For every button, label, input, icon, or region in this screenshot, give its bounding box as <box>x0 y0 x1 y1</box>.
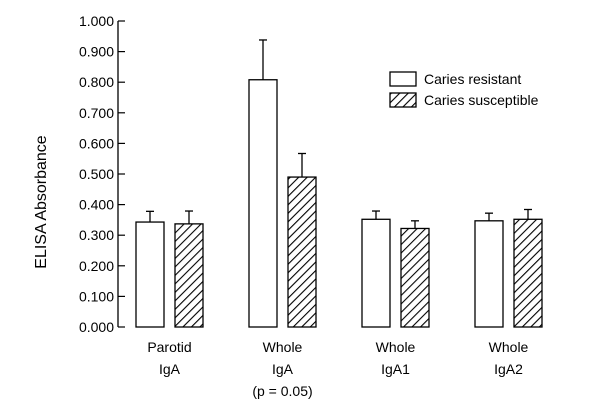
x-category-label: IgA <box>159 361 181 377</box>
x-category-label: Parotid <box>147 339 191 355</box>
legend: Caries resistant Caries susceptible <box>389 71 539 108</box>
x-category-label: Whole <box>376 339 416 355</box>
x-category-label: IgA <box>272 361 294 377</box>
legend-swatch-resistant <box>389 71 417 87</box>
x-category-label: IgA2 <box>494 361 523 377</box>
bar-susceptible <box>513 218 543 328</box>
bar-resistant <box>135 221 165 328</box>
y-tick-label: 0.400 <box>79 197 114 213</box>
y-tick-label: 0.000 <box>79 319 114 335</box>
x-category-label: Whole <box>489 339 529 355</box>
x-category-label: IgA1 <box>381 361 410 377</box>
legend-swatch-susceptible <box>389 92 417 108</box>
y-tick-label: 0.700 <box>79 105 114 121</box>
bars <box>135 39 543 328</box>
y-tick-label: 0.800 <box>79 74 114 90</box>
bar-susceptible <box>400 227 430 328</box>
y-tick-label: 0.900 <box>79 44 114 60</box>
legend-label-susceptible: Caries susceptible <box>424 92 539 108</box>
x-category-label: (p = 0.05) <box>252 383 312 399</box>
y-tick-label: 1.000 <box>79 13 114 29</box>
y-tick-label: 0.300 <box>79 227 114 243</box>
category-labels: Parotid IgA Whole IgA (p = 0.05) Whole IgA1 Who… <box>147 339 528 399</box>
x-category-label: Whole <box>263 339 303 355</box>
bar-resistant <box>248 79 278 328</box>
y-tick-label: 0.500 <box>79 166 114 182</box>
y-tick-label: 0.200 <box>79 258 114 274</box>
bar-susceptible <box>287 176 317 328</box>
bar-resistant <box>361 218 391 328</box>
bar-susceptible <box>174 223 204 328</box>
y-tick-label: 0.600 <box>79 135 114 151</box>
legend-label-resistant: Caries resistant <box>424 71 521 87</box>
y-axis-title: ELISA Absorbance <box>33 135 50 269</box>
y-axis: 0.000 0.100 0.200 0.300 0.400 0.500 0.600 0.700… <box>79 13 125 335</box>
bar-resistant <box>474 220 504 328</box>
y-tick-label: 0.100 <box>79 288 114 304</box>
